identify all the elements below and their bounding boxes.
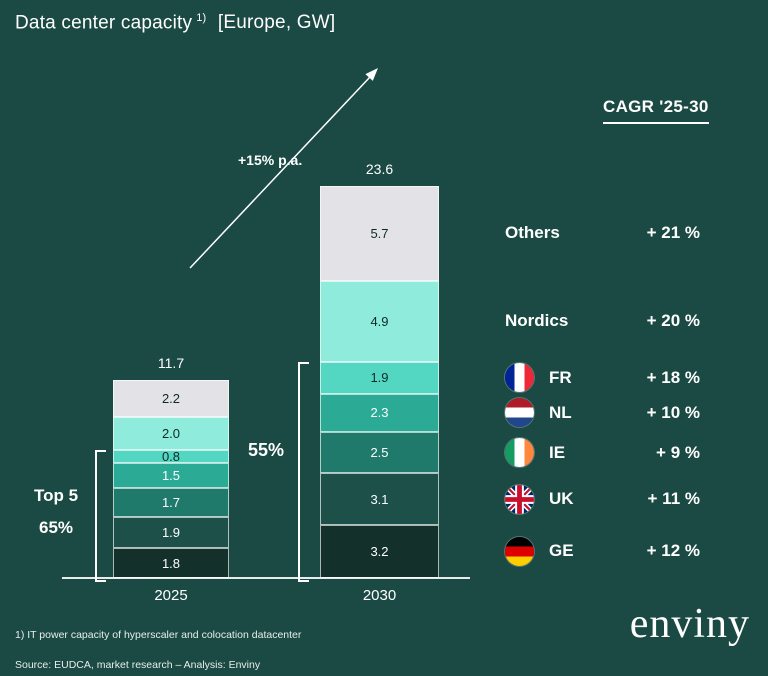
- bar-segment-UK-2025: 1.9: [113, 516, 229, 549]
- cagr-row-FR: FR + 18 %: [505, 363, 700, 393]
- bar-segment-Nordics-2025: 2.0: [113, 416, 229, 451]
- legend-label-Nordics: Nordics: [505, 311, 569, 331]
- cagr-row-IE: IE + 9 %: [505, 438, 700, 468]
- footnote: 1) IT power capacity of hyperscaler and …: [15, 629, 302, 641]
- ge-flag-icon: [505, 536, 534, 566]
- cagr-value-Others: + 21 %: [646, 223, 700, 243]
- cagr-row-NL: NL + 10 %: [505, 398, 700, 428]
- legend-label-NL: NL: [549, 402, 572, 422]
- bar-segment-GE-2030: 3.2: [320, 524, 439, 578]
- x-axis-line: [62, 577, 470, 579]
- bar-segment-Others-2030: 5.7: [320, 186, 439, 281]
- company-logo: enviny: [629, 601, 750, 647]
- legend-label-UK: UK: [549, 489, 574, 509]
- cagr-column-header: CAGR '25-30: [603, 97, 709, 124]
- cagr-row-Nordics: Nordics + 20 %: [505, 306, 700, 336]
- bracket-top5-2030: [298, 362, 309, 582]
- bar-total-label-2025: 11.7: [157, 355, 185, 372]
- cagr-value-Nordics: + 20 %: [646, 311, 700, 331]
- page-title: Data center capacity 1) [Europe, GW]: [15, 12, 335, 34]
- bar-segment-Others-2025: 2.2: [113, 380, 229, 417]
- bar-segment-Nordics-2030: 4.9: [320, 280, 439, 363]
- top5-share-value-2025: 65%: [39, 518, 74, 537]
- title-main: Data center capacity: [15, 12, 193, 34]
- title-unit: [Europe, GW]: [217, 12, 336, 34]
- bar-segment-IE-2025: 1.7: [113, 488, 229, 517]
- bar-segment-UK-2030: 3.1: [320, 473, 439, 525]
- bar-segment-GE-2025: 1.8: [113, 548, 229, 578]
- bar-segment-FR-2025: 0.8: [113, 449, 229, 464]
- cagr-value-FR: + 18 %: [646, 367, 700, 387]
- bar-segment-IE-2030: 2.5: [320, 431, 439, 474]
- x-axis-label-2030: 2030: [362, 587, 397, 604]
- legend-label-IE: IE: [549, 442, 566, 462]
- fr-flag-icon: [505, 363, 534, 393]
- cagr-row-UK: UK + 11 %: [505, 484, 700, 514]
- nl-flag-icon: [505, 398, 534, 428]
- growth-arrow-icon: [189, 68, 378, 269]
- bar-total-label-2030: 23.6: [365, 161, 394, 177]
- x-axis-label-2025: 2025: [154, 587, 188, 604]
- top5-share-value-2030: 55%: [248, 440, 285, 460]
- bracket-top5-2025: [95, 450, 106, 582]
- ie-flag-icon: [505, 438, 534, 468]
- cagr-row-Others: Others + 21 %: [505, 218, 700, 248]
- cagr-value-UK: + 11 %: [647, 489, 700, 509]
- top5-share-label-2025: Top 5 65%: [34, 486, 78, 538]
- title-footnote-ref: 1): [196, 12, 207, 24]
- legend-label-Others: Others: [505, 223, 560, 243]
- source-note: Source: EUDCA, market research – Analysi…: [15, 659, 261, 671]
- legend-label-FR: FR: [549, 367, 572, 387]
- uk-flag-icon: [505, 484, 534, 514]
- cagr-row-GE: GE + 12 %: [505, 536, 700, 566]
- cagr-value-NL: + 10 %: [646, 402, 700, 422]
- top5-label-text: Top 5: [34, 486, 79, 505]
- cagr-value-IE: + 9 %: [656, 442, 700, 462]
- cagr-value-GE: + 12 %: [646, 541, 700, 561]
- bar-segment-NL-2025: 1.5: [113, 463, 229, 489]
- legend-label-GE: GE: [549, 541, 574, 561]
- bar-segment-NL-2030: 2.3: [320, 393, 439, 432]
- bar-segment-FR-2030: 1.9: [320, 362, 439, 394]
- growth-rate-label: +15% p.a.: [238, 152, 303, 168]
